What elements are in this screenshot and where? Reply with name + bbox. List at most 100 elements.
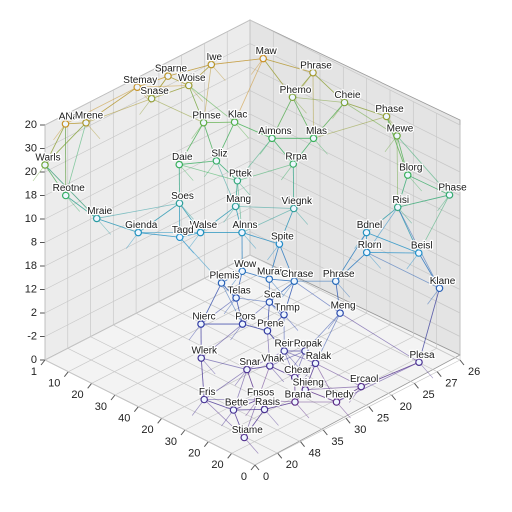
node [240,433,249,442]
edge [315,312,341,364]
edge [305,389,337,403]
edge [313,116,387,139]
node-label: ANa [59,112,79,123]
node-label: Bdnel [357,220,383,231]
node-label: Telas [227,286,250,297]
edge [335,281,341,314]
grid-line [44,359,256,466]
node-label: Fnsos [247,388,274,399]
grid-line [113,324,324,431]
edge [216,121,235,162]
grid-line [249,113,461,220]
tick-mark [157,418,163,424]
node-label: Sliz [211,148,227,159]
edge [243,409,265,438]
grid-line [138,301,344,407]
node-label: Spite [271,232,294,243]
grid-line [135,313,347,419]
edge [366,252,419,254]
node-label: Gienda [125,220,158,231]
edge [167,64,212,77]
edge [203,399,245,438]
edge [138,232,180,238]
grid-line [91,278,297,384]
edge [203,122,217,161]
node-label: Snar [239,357,261,368]
edge [237,138,273,182]
edge [236,297,270,303]
edge [137,85,189,88]
node [133,83,142,91]
node-label: Beisl [411,241,433,252]
edge [179,164,238,182]
node-label: Vhak [261,354,285,365]
node-label: Wlerk [191,346,218,357]
grid-line [44,19,251,126]
node [134,228,143,237]
edge [397,194,450,208]
node [290,373,299,382]
node-label: Rlorn [358,240,382,251]
edge [257,399,296,403]
node [175,199,184,208]
node [196,228,205,237]
z-tick-label: 20 [25,166,37,178]
node-label: Ercaol [350,374,378,385]
edge [179,203,201,233]
edge [312,72,314,139]
edge [294,280,341,314]
edge [305,386,362,391]
grid-line [181,289,392,396]
edge [366,232,419,254]
node-label: Mewe [387,123,414,134]
z-tick-label: 0 [31,354,37,366]
edge [96,202,180,219]
edge [283,350,296,378]
grid-line [44,207,251,314]
grid-line [44,254,251,361]
node-label: Aimons [258,126,291,137]
edge [246,350,285,370]
node [231,202,240,211]
grid-line [249,19,461,126]
node-label: Iwe [207,52,223,63]
edge [65,122,87,196]
edge [151,75,169,99]
node-label: Klane [430,276,456,287]
node-label: Reink [274,339,301,350]
edge [271,138,294,165]
edge [397,174,409,208]
grid-line [249,254,461,361]
edge [292,97,314,139]
edge [361,361,420,387]
node-label: Phrase [323,269,355,280]
node-label: Daie [172,152,193,163]
edge [242,270,270,280]
edge [366,252,440,289]
node [362,228,371,237]
z-tick-label: 20 [25,119,37,131]
edge [85,86,138,124]
node-label: Mrene [75,110,104,121]
y-tick-label: 48 [309,448,321,460]
node [393,132,401,140]
node-label: Meng [331,301,356,312]
edge [269,280,295,303]
node-label: Bette [225,398,249,409]
edge [418,288,440,363]
node-label: Prene [257,318,284,329]
grid-line [249,66,461,173]
grid-line [158,301,370,407]
edge [151,98,204,124]
edge [237,163,294,182]
node-label: Reotne [53,183,86,194]
edge [315,363,337,403]
edge [203,369,248,400]
tick-mark [40,359,46,366]
edge [263,58,314,74]
node-label: Tnmp [274,302,300,313]
grid-line [44,66,251,173]
node [259,54,268,63]
node [382,112,391,121]
